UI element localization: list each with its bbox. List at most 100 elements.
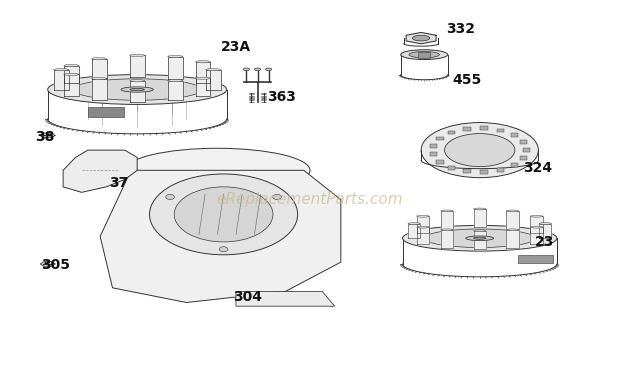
Ellipse shape [130,88,144,91]
Polygon shape [206,70,221,90]
Text: eReplacementParts.com: eReplacementParts.com [216,192,404,207]
Ellipse shape [92,77,107,80]
Ellipse shape [73,79,202,100]
Ellipse shape [412,35,430,41]
Ellipse shape [530,226,542,228]
Polygon shape [539,223,551,238]
Ellipse shape [417,226,429,228]
Ellipse shape [474,208,486,210]
Text: 23: 23 [535,235,555,249]
Polygon shape [417,227,429,244]
Bar [436,137,443,140]
Polygon shape [196,78,210,96]
Polygon shape [168,57,183,78]
Polygon shape [168,81,183,101]
Ellipse shape [507,210,519,212]
Polygon shape [474,209,486,227]
Ellipse shape [265,68,272,71]
Ellipse shape [402,225,557,251]
Ellipse shape [474,237,486,239]
Circle shape [273,194,281,199]
Ellipse shape [441,229,453,231]
Ellipse shape [174,187,273,242]
Polygon shape [63,150,137,192]
Ellipse shape [206,68,221,71]
Bar [448,131,455,134]
Bar [448,166,455,169]
Text: 304: 304 [233,290,262,304]
Bar [463,127,471,131]
Bar [480,126,488,130]
Ellipse shape [125,148,310,192]
Polygon shape [408,223,420,238]
Polygon shape [88,107,124,117]
Polygon shape [530,216,542,233]
Text: 332: 332 [446,21,475,36]
Polygon shape [196,62,210,83]
Ellipse shape [130,54,144,57]
Bar [430,144,437,148]
Polygon shape [441,211,453,229]
Ellipse shape [421,122,538,178]
Text: 23A: 23A [221,40,250,54]
Ellipse shape [408,223,420,225]
Ellipse shape [48,75,227,104]
Polygon shape [92,59,107,78]
Polygon shape [54,70,69,90]
Ellipse shape [539,223,551,225]
Ellipse shape [530,215,542,217]
Ellipse shape [417,215,429,217]
Text: 455: 455 [452,73,481,87]
Text: 324: 324 [523,161,552,175]
Ellipse shape [474,230,486,232]
Ellipse shape [54,68,69,71]
Ellipse shape [130,80,144,82]
Polygon shape [40,133,55,138]
Bar [520,140,527,144]
Ellipse shape [243,68,249,71]
Polygon shape [130,56,144,77]
Ellipse shape [424,229,535,248]
Text: 38: 38 [35,130,55,144]
Ellipse shape [409,51,440,58]
Ellipse shape [121,87,153,92]
Bar [497,128,504,132]
Ellipse shape [196,61,210,63]
Ellipse shape [254,68,260,71]
Ellipse shape [92,58,107,60]
Polygon shape [130,81,144,102]
Polygon shape [507,211,519,229]
Ellipse shape [401,50,448,60]
Ellipse shape [149,174,298,255]
Ellipse shape [507,229,519,231]
Ellipse shape [445,134,515,166]
Polygon shape [64,74,79,96]
Ellipse shape [168,56,183,58]
Polygon shape [441,230,453,248]
Polygon shape [417,216,429,233]
Bar [436,160,443,164]
Bar [418,52,430,58]
Ellipse shape [196,77,210,79]
Bar [511,134,518,137]
Bar [511,163,518,167]
Bar [523,148,530,152]
Circle shape [219,247,228,252]
Bar [430,152,437,156]
Bar [463,169,471,173]
Ellipse shape [64,73,79,75]
Ellipse shape [466,236,494,240]
Ellipse shape [168,80,183,82]
Text: 305: 305 [42,259,71,272]
Bar [480,170,488,174]
Polygon shape [474,231,486,249]
Polygon shape [92,78,107,101]
Polygon shape [507,230,519,248]
Text: 363: 363 [267,90,296,104]
Polygon shape [518,255,553,263]
Bar [520,156,527,160]
Circle shape [166,194,174,199]
Ellipse shape [64,64,79,67]
Polygon shape [100,170,341,303]
Polygon shape [40,262,55,266]
